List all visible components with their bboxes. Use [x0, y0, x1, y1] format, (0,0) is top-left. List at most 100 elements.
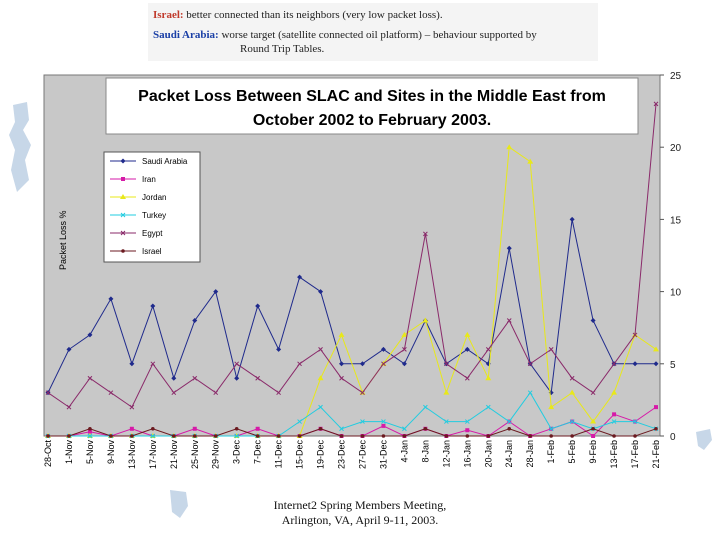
israel-point [402, 434, 407, 438]
series-israel [46, 426, 658, 438]
egypt-point [423, 231, 428, 237]
y-tick-label: 5 [670, 360, 676, 371]
iran-point [87, 429, 92, 434]
note-saudi-text: worse target (satellite connected oil pl… [221, 29, 537, 41]
legend-item-israel: Israel [110, 247, 162, 256]
y-tick-label: 20 [670, 143, 682, 154]
egypt-point [129, 404, 135, 410]
legend-jordan-point [120, 194, 126, 199]
egypt-point [632, 332, 638, 338]
legend-iran-point [121, 177, 125, 181]
egypt-point [339, 375, 344, 381]
israel-point [88, 426, 92, 431]
egypt-point [87, 375, 93, 381]
legend-israel-point [121, 249, 125, 253]
saudi-arabia-point [213, 289, 219, 295]
saudi-arabia-point [276, 346, 282, 352]
note-saudi-key: Saudi Arabia: [153, 29, 219, 41]
x-tick-label: 7-Dec [253, 440, 263, 465]
israel-point [339, 434, 344, 438]
israel-point [151, 426, 155, 431]
x-tick-label: 28-Oct [43, 440, 53, 468]
turkey-point [402, 426, 407, 432]
note-israel-key: Israel: [153, 9, 184, 21]
legend-item-iran: Iran [110, 175, 156, 184]
jordan-point [317, 375, 324, 381]
x-tick-label: 21-Feb [651, 440, 661, 469]
egypt-point [150, 361, 156, 367]
egypt-point [108, 390, 114, 396]
x-tick-label: 1-Nov [64, 440, 74, 465]
egypt-point [66, 404, 72, 410]
saudi-arabia-point [129, 361, 135, 367]
turkey-point [381, 419, 386, 424]
x-tick-label: 20-Jan [483, 440, 493, 468]
iran-point [192, 426, 197, 431]
packet-loss-chart: 0 5 10 15 20 25 28-Oct 1-Nov 5-Nov 9-Nov 13-Nov 17… [43, 71, 682, 470]
israel-point [130, 434, 134, 438]
iran-point [654, 405, 658, 410]
saudi-arabia-point [506, 245, 512, 251]
saudi-arabia-point [150, 303, 156, 309]
egypt-point [506, 318, 512, 323]
legend-item-egypt: Egypt [110, 229, 163, 238]
turkey-point [318, 404, 323, 410]
iran-point [255, 426, 260, 431]
israel-point [465, 434, 470, 438]
saudi-arabia-point [359, 361, 365, 367]
egypt-point [360, 390, 365, 396]
chart-title-box [105, 77, 639, 135]
israel-point [528, 434, 533, 438]
turkey-point [360, 419, 365, 424]
right-map-decoration-icon [696, 429, 712, 450]
series-egypt [45, 101, 659, 410]
saudi-arabia-point [590, 317, 596, 323]
israel-point [276, 434, 281, 438]
legend-box [103, 151, 201, 263]
legend-saudi-arabia-point [120, 158, 126, 164]
saudi-arabia-point [632, 361, 638, 367]
israel-point [360, 434, 365, 438]
note-saudi: Saudi Arabia: worse target (satellite co… [153, 29, 537, 41]
legend-label: Iran [142, 175, 156, 184]
x-tick-label: 29-Nov [211, 440, 221, 470]
egypt-point [653, 101, 659, 107]
bottom-map-decoration-icon [170, 490, 188, 518]
turkey-point [527, 390, 533, 396]
note-israel-text: better connected than its neighbors (ver… [186, 9, 443, 21]
israel-point [570, 434, 574, 438]
turkey-point [464, 419, 470, 424]
israel-point [591, 426, 595, 431]
jordan-point [422, 317, 429, 323]
israel-point [444, 434, 449, 438]
x-tick-label: 8-Jan [420, 440, 430, 463]
y-tick-label: 15 [670, 215, 682, 226]
israel-point [109, 434, 113, 438]
turkey-point [485, 404, 491, 410]
turkey-point [506, 419, 512, 424]
x-tick-label: 1-Feb [546, 440, 556, 464]
turkey-point [234, 433, 240, 439]
israel-point [46, 434, 50, 438]
note-saudi-text2: Round Trip Tables. [240, 43, 325, 55]
jordan-point [443, 389, 450, 395]
israel-point [549, 434, 553, 438]
egypt-point [171, 390, 177, 396]
legend-item-turkey: Turkey [110, 211, 166, 220]
saudi-arabia-point [297, 274, 303, 280]
x-tick-label: 15-Dec [295, 440, 305, 470]
jordan-point [569, 389, 576, 395]
turkey-point [297, 419, 302, 424]
saudi-arabia-point [171, 375, 177, 381]
x-tick-label: 24-Jan [504, 440, 514, 468]
egypt-point [213, 390, 219, 396]
x-tick-label: 23-Dec [337, 440, 347, 470]
series-line-israel [48, 428, 657, 437]
jordan-point [548, 404, 555, 410]
iran-point [129, 426, 134, 431]
saudi-arabia-point [401, 361, 407, 367]
x-tick-label: 16-Jan [462, 440, 472, 468]
saudi-arabia-point [66, 346, 72, 352]
turkey-point [548, 426, 554, 432]
turkey-point [87, 433, 93, 439]
